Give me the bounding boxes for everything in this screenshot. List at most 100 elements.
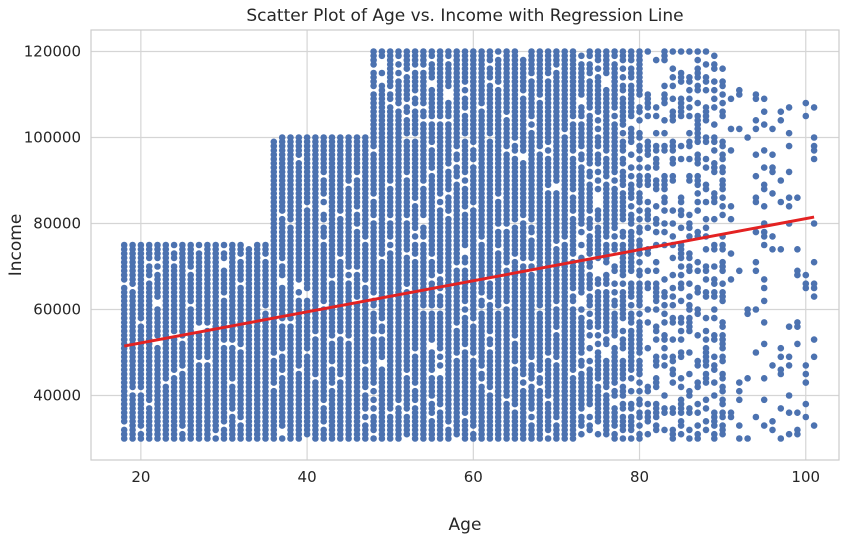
data-point	[386, 104, 394, 111]
data-point	[403, 104, 411, 111]
data-point	[686, 74, 693, 81]
data-point	[603, 48, 610, 55]
data-point	[736, 125, 743, 133]
data-point	[769, 362, 776, 369]
data-point	[802, 379, 810, 386]
data-point	[661, 426, 668, 434]
data-point	[760, 95, 768, 103]
data-point	[536, 375, 544, 382]
y-axis-label: Income	[6, 214, 26, 277]
data-point	[636, 224, 643, 232]
data-point	[785, 104, 793, 111]
data-point	[627, 327, 635, 335]
data-point	[686, 138, 693, 146]
data-point	[694, 198, 701, 206]
data-point	[403, 413, 411, 421]
data-point	[802, 400, 810, 408]
data-point	[760, 181, 768, 189]
data-point	[669, 138, 677, 146]
data-point	[727, 409, 735, 417]
data-point	[661, 310, 668, 318]
data-point	[711, 160, 718, 167]
data-point	[677, 430, 685, 438]
data-point	[627, 435, 635, 442]
data-point	[810, 353, 818, 361]
data-point	[752, 267, 760, 275]
data-point	[711, 78, 718, 85]
data-point	[736, 387, 743, 395]
data-point	[278, 284, 286, 292]
data-point	[353, 271, 361, 279]
data-point	[578, 413, 585, 421]
data-point	[686, 95, 693, 103]
data-point	[752, 125, 760, 133]
data-point	[362, 366, 369, 374]
data-point	[378, 82, 386, 90]
data-point	[686, 280, 693, 288]
data-point	[677, 297, 685, 305]
data-point	[636, 357, 643, 365]
data-point	[644, 172, 652, 180]
data-point	[636, 237, 643, 244]
data-point	[669, 353, 677, 361]
data-point	[619, 400, 627, 408]
data-point	[578, 121, 585, 128]
data-point	[686, 314, 693, 322]
data-point	[528, 413, 535, 421]
data-point	[170, 375, 178, 382]
data-point	[611, 48, 618, 55]
data-point	[744, 375, 751, 382]
data-point	[511, 224, 519, 232]
data-point	[627, 48, 635, 55]
data-point	[328, 280, 336, 288]
data-point	[802, 280, 810, 288]
data-point	[528, 78, 535, 85]
data-point	[204, 362, 211, 369]
data-point	[785, 409, 793, 417]
data-point	[386, 413, 394, 421]
data-point	[395, 78, 402, 85]
data-point	[411, 69, 419, 77]
data-point	[661, 194, 668, 201]
data-point	[353, 177, 361, 184]
data-point	[287, 224, 294, 232]
data-point	[727, 147, 735, 154]
data-point	[237, 349, 244, 356]
data-point	[337, 134, 344, 141]
data-point	[760, 164, 768, 171]
data-point	[370, 220, 377, 227]
data-point	[627, 181, 635, 189]
data-point	[578, 306, 585, 313]
data-point	[370, 435, 377, 442]
data-point	[578, 370, 585, 378]
data-point	[461, 177, 469, 184]
data-point	[528, 237, 535, 244]
data-point	[711, 430, 718, 438]
data-point	[428, 418, 436, 425]
data-point	[752, 349, 760, 356]
data-point	[370, 413, 377, 421]
data-point	[461, 418, 469, 425]
data-point	[461, 138, 469, 146]
data-point	[544, 357, 552, 365]
data-point	[428, 258, 436, 266]
data-point	[702, 336, 710, 343]
data-point	[619, 95, 627, 103]
data-point	[644, 319, 652, 326]
data-point	[603, 241, 610, 249]
data-point	[694, 430, 701, 438]
data-point	[519, 160, 527, 167]
data-point	[378, 323, 386, 331]
data-point	[578, 314, 585, 322]
data-point	[669, 108, 677, 115]
data-point	[262, 258, 269, 266]
data-point	[652, 104, 660, 111]
data-point	[478, 383, 485, 391]
x-tick-label: 80	[630, 468, 649, 486]
data-point	[345, 185, 352, 193]
data-point	[785, 323, 793, 331]
data-point	[810, 134, 818, 141]
data-point	[652, 228, 660, 236]
data-point	[594, 117, 602, 124]
data-point	[204, 241, 211, 249]
